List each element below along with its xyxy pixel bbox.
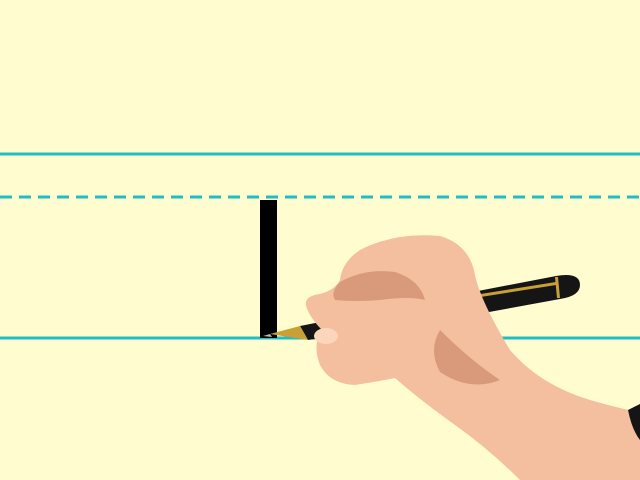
letter-stroke [260, 200, 277, 338]
hand-icon [305, 235, 640, 480]
